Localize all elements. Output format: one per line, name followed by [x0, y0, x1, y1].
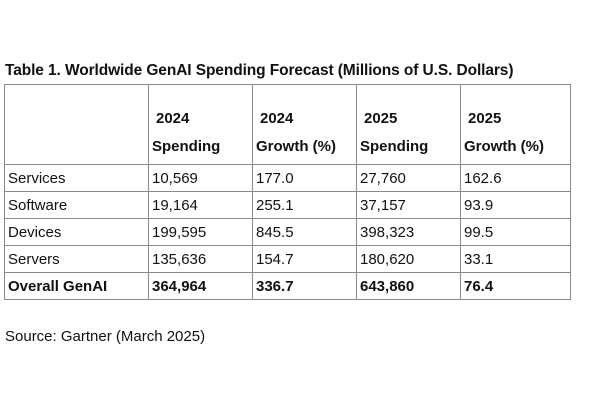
row-label: Servers [4, 245, 149, 273]
source-note: Source: Gartner (March 2025) [5, 328, 206, 345]
table-cell: 162.6 [460, 164, 571, 192]
header-cell-empty [4, 84, 149, 165]
header-cell: 2025 Growth (%) [460, 84, 571, 165]
table-cell: 19,164 [148, 191, 253, 219]
table-cell: 398,323 [356, 218, 461, 246]
table-cell: 643,860 [356, 272, 461, 300]
table-cell: 10,569 [148, 164, 253, 192]
table-cell: 27,760 [356, 164, 461, 192]
table-cell: 255.1 [252, 191, 357, 219]
header-metric: Spending [152, 138, 221, 155]
table-row: Services 10,569 177.0 27,760 162.6 [4, 164, 571, 192]
table-cell: 99.5 [460, 218, 571, 246]
table-cell: 93.9 [460, 191, 571, 219]
header-cell: 2024 Growth (%) [252, 84, 357, 165]
table-cell: 845.5 [252, 218, 357, 246]
table-header-row: 2024 Spending 2024 Growth (%) 2025 Spend… [4, 84, 571, 165]
table-cell: 135,636 [148, 245, 253, 273]
table-row: Devices 199,595 845.5 398,323 99.5 [4, 218, 571, 246]
header-year: 2024 [260, 110, 294, 127]
table-row-total: Overall GenAI 364,964 336.7 643,860 76.4 [4, 272, 571, 300]
table-cell: 154.7 [252, 245, 357, 273]
table-cell: 76.4 [460, 272, 571, 300]
table-title: Table 1. Worldwide GenAI Spending Foreca… [5, 62, 514, 79]
row-label: Software [4, 191, 149, 219]
header-metric: Growth (%) [256, 138, 336, 155]
table-cell: 364,964 [148, 272, 253, 300]
table-row: Servers 135,636 154.7 180,620 33.1 [4, 245, 571, 273]
header-cell: 2024 Spending [148, 84, 253, 165]
header-cell: 2025 Spending [356, 84, 461, 165]
header-metric: Spending [360, 138, 429, 155]
table-cell: 33.1 [460, 245, 571, 273]
spending-forecast-table: 2024 Spending 2024 Growth (%) 2025 Spend… [4, 84, 571, 300]
row-label: Devices [4, 218, 149, 246]
table-cell: 37,157 [356, 191, 461, 219]
header-metric: Growth (%) [464, 138, 544, 155]
header-year: 2024 [156, 110, 190, 127]
row-label: Services [4, 164, 149, 192]
row-label: Overall GenAI [4, 272, 149, 300]
table-cell: 199,595 [148, 218, 253, 246]
table-cell: 336.7 [252, 272, 357, 300]
header-year: 2025 [364, 110, 398, 127]
header-year: 2025 [468, 110, 502, 127]
table-cell: 180,620 [356, 245, 461, 273]
table-cell: 177.0 [252, 164, 357, 192]
table-row: Software 19,164 255.1 37,157 93.9 [4, 191, 571, 219]
